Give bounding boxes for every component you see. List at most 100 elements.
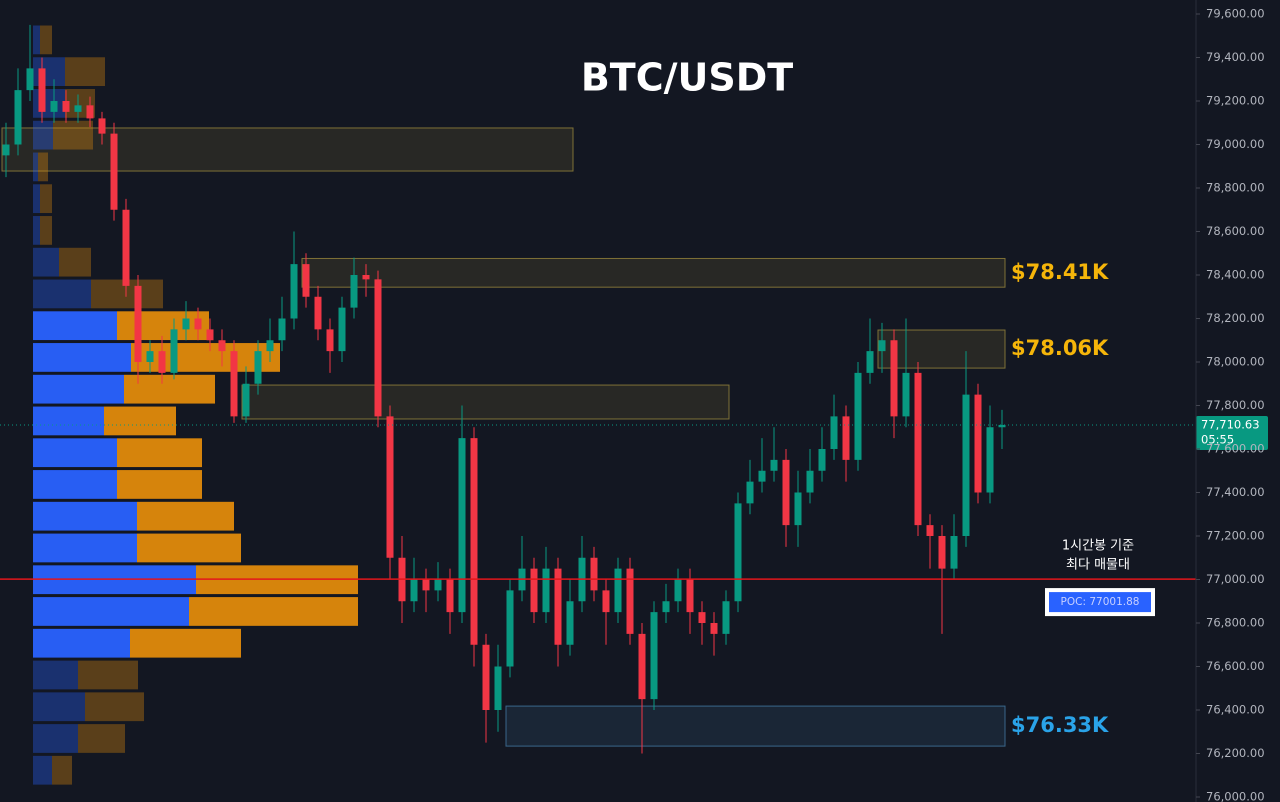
profile-buy <box>33 152 38 182</box>
candle-body <box>662 601 670 613</box>
candle-body <box>626 568 634 634</box>
candle-body <box>782 459 790 526</box>
profile-sell <box>40 25 52 55</box>
candle-body <box>926 525 934 536</box>
profile-sell <box>85 692 144 722</box>
candle-body <box>470 438 478 645</box>
candle-body <box>878 340 886 352</box>
profile-buy <box>33 216 40 245</box>
profile-buy <box>33 247 59 277</box>
profile-sell <box>40 216 52 245</box>
candle-body <box>938 536 946 569</box>
chart-title: BTC/USDT <box>581 56 793 100</box>
candle-body <box>722 601 730 634</box>
candle-body <box>902 372 910 417</box>
profile-buy <box>33 628 130 658</box>
profile-sell <box>78 660 138 690</box>
profile-sell <box>137 501 234 531</box>
profile-buy <box>33 597 189 626</box>
price-zone <box>241 384 730 420</box>
candle-body <box>254 351 262 384</box>
candle-body <box>974 394 982 493</box>
profile-buy <box>33 184 40 214</box>
candle-body <box>98 118 106 134</box>
candle-body <box>482 644 490 710</box>
candle-body <box>986 427 994 493</box>
candle-body <box>38 68 46 112</box>
candle-body <box>830 416 838 449</box>
profile-sell <box>40 184 52 214</box>
y-tick-label: 78,200.00 <box>1206 311 1265 325</box>
y-tick-label: 76,400.00 <box>1206 703 1265 717</box>
candle-body <box>998 424 1006 428</box>
profile-sell <box>104 406 176 436</box>
profile-buy <box>33 533 137 563</box>
candle-body <box>158 351 166 373</box>
annotation: 1시간봉 기준 <box>1062 539 1134 554</box>
candle-body <box>146 351 154 362</box>
candle-body <box>650 612 658 700</box>
candle-body <box>530 568 538 613</box>
y-tick-label: 79,600.00 <box>1206 7 1265 21</box>
candle-body <box>746 481 754 504</box>
candle-body <box>506 590 514 667</box>
y-tick-label: 78,600.00 <box>1206 224 1265 238</box>
y-tick-label: 78,400.00 <box>1206 268 1265 282</box>
candle-body <box>794 492 802 526</box>
candle-body <box>914 372 922 526</box>
candle-body <box>770 459 778 471</box>
profile-sell <box>52 755 72 785</box>
profile-buy <box>33 470 117 499</box>
y-tick-label: 77,000.00 <box>1206 572 1265 586</box>
profile-sell <box>65 57 105 87</box>
y-tick-label: 76,600.00 <box>1206 659 1265 673</box>
candle-body <box>698 612 706 623</box>
candle-body <box>542 568 550 613</box>
candle-body <box>326 329 334 352</box>
profile-sell <box>78 724 125 753</box>
candle-body <box>134 285 142 362</box>
profile-buy <box>33 692 85 722</box>
candle-body <box>950 536 958 569</box>
candle-body <box>638 633 646 700</box>
y-tick-label: 79,200.00 <box>1206 94 1265 108</box>
candle-body <box>674 579 682 602</box>
candle-body <box>962 394 970 536</box>
profile-sell <box>59 247 91 277</box>
profile-buy <box>33 406 104 436</box>
y-tick-label: 78,800.00 <box>1206 181 1265 195</box>
candle-body <box>434 579 442 591</box>
countdown: 05:55 <box>1201 432 1234 446</box>
annotation: 최다 매물대 <box>1066 558 1130 573</box>
price-zone <box>505 705 1006 747</box>
candle-body <box>842 416 850 460</box>
candle-body <box>110 133 118 210</box>
candle-body <box>62 101 70 112</box>
profile-buy <box>33 438 117 468</box>
profile-buy <box>33 279 91 309</box>
y-tick-label: 77,400.00 <box>1206 485 1265 499</box>
candle-body <box>494 666 502 710</box>
zone-label: $78.06K <box>1011 336 1109 360</box>
last-price-label: 77,710.63 <box>1201 417 1260 431</box>
profile-buy <box>33 120 53 150</box>
profile-sell <box>117 438 202 468</box>
candle-body <box>14 90 22 145</box>
profile-sell <box>117 311 209 341</box>
candle-body <box>182 318 190 330</box>
candle-body <box>170 329 178 373</box>
profile-buy <box>33 57 65 87</box>
candle-body <box>266 340 274 352</box>
candle-body <box>230 351 238 417</box>
candle-body <box>350 275 358 308</box>
profile-buy <box>33 89 65 118</box>
profile-buy <box>33 501 137 531</box>
profile-sell <box>137 533 241 563</box>
candle-body <box>854 372 862 460</box>
y-tick-label: 78,000.00 <box>1206 355 1265 369</box>
candle-body <box>278 318 286 341</box>
candle-body <box>554 568 562 645</box>
poc-label: POC: 77001.88 <box>1061 596 1140 608</box>
candle-body <box>890 340 898 417</box>
candle-body <box>590 557 598 591</box>
